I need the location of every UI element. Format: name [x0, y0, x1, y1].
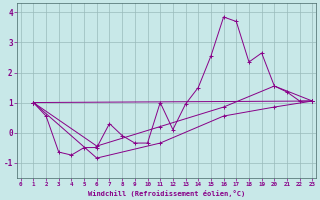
X-axis label: Windchill (Refroidissement éolien,°C): Windchill (Refroidissement éolien,°C) [88, 190, 245, 197]
